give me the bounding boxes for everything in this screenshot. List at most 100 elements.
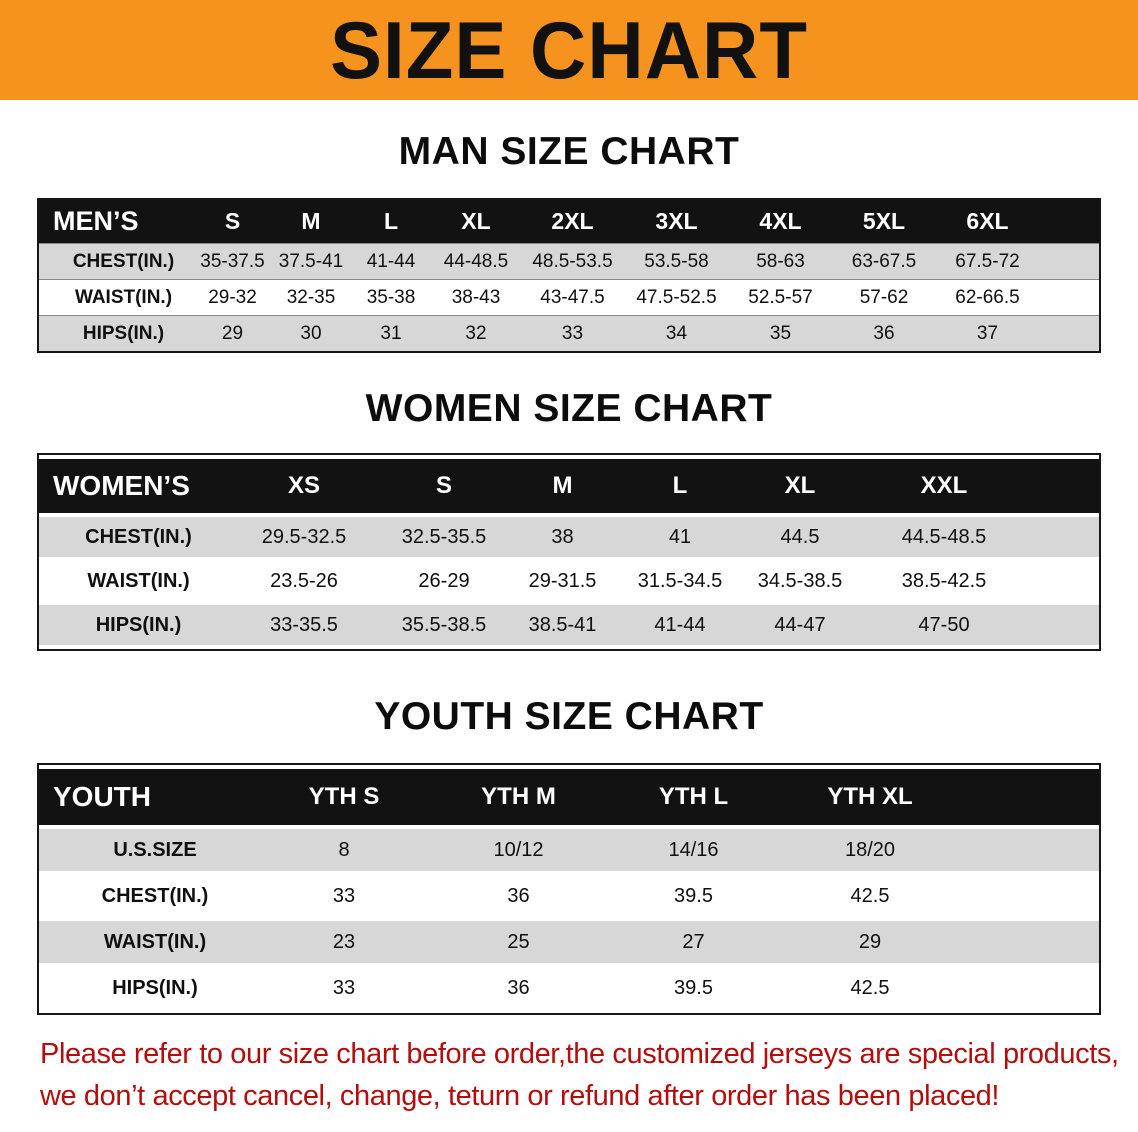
- spacer-cell: [959, 875, 1099, 917]
- size-value: 37: [936, 315, 1039, 351]
- row-label: HIPS(IN.): [39, 605, 224, 645]
- size-value: 48.5-53.5: [521, 243, 624, 280]
- row-label: HIPS(IN.): [39, 967, 257, 1009]
- size-value: 32: [431, 315, 521, 351]
- page-title: SIZE CHART: [330, 4, 808, 96]
- size-value: 44.5: [739, 517, 861, 557]
- size-value: 29.5-32.5: [224, 517, 384, 557]
- youth-table-title-cell: YOUTH: [39, 769, 257, 825]
- size-value: 29-31.5: [504, 561, 621, 601]
- size-value: 35: [729, 315, 832, 351]
- row-label: WAIST(IN.): [39, 921, 257, 963]
- size-value: 35-37.5: [194, 243, 271, 280]
- size-col-header-s: S: [194, 200, 271, 244]
- spacer-cell: [1039, 279, 1099, 316]
- women-table-header-row: WOMEN’S XS S M L XL XXL: [39, 459, 1099, 513]
- men-size-table-frame: MEN’S S M L XL 2XL 3XL 4XL 5XL 6XL CHEST…: [37, 198, 1101, 353]
- size-value: 42.5: [781, 967, 959, 1009]
- youth-size-table: YOUTH YTH S YTH M YTH L YTH XL U.S.SIZE …: [39, 765, 1099, 1013]
- size-value: 35.5-38.5: [384, 605, 504, 645]
- men-table-header-row: MEN’S S M L XL 2XL 3XL 4XL 5XL 6XL: [39, 200, 1099, 244]
- size-col-header-6xl: 6XL: [936, 200, 1039, 244]
- size-value: 14/16: [606, 829, 781, 871]
- size-value: 37.5-41: [271, 243, 351, 280]
- spacer-cell: [1027, 605, 1099, 645]
- size-value: 36: [431, 967, 606, 1009]
- spacer-cell: [959, 921, 1099, 963]
- size-col-header-s: S: [384, 459, 504, 513]
- size-value: 10/12: [431, 829, 606, 871]
- women-size-table-frame: WOMEN’S XS S M L XL XXL CHEST(IN.) 29.5-…: [37, 453, 1101, 651]
- size-value: 41-44: [621, 605, 739, 645]
- size-value: 44.5-48.5: [861, 517, 1027, 557]
- size-value: 52.5-57: [729, 279, 832, 316]
- youth-hips-row: HIPS(IN.) 33 36 39.5 42.5: [39, 967, 1099, 1009]
- size-col-header-yth-m: YTH M: [431, 769, 606, 825]
- spacer-cell: [1027, 561, 1099, 601]
- size-value: 67.5-72: [936, 243, 1039, 280]
- women-size-table: WOMEN’S XS S M L XL XXL CHEST(IN.) 29.5-…: [39, 455, 1099, 649]
- men-chest-row: CHEST(IN.) 35-37.5 37.5-41 41-44 44-48.5…: [39, 243, 1099, 280]
- row-label: WAIST(IN.): [39, 279, 194, 316]
- youth-size-table-frame: YOUTH YTH S YTH M YTH L YTH XL U.S.SIZE …: [37, 763, 1101, 1015]
- women-table-title-cell: WOMEN’S: [39, 459, 224, 513]
- size-col-header-xl: XL: [431, 200, 521, 244]
- banner: SIZE CHART: [0, 0, 1138, 100]
- men-hips-row: HIPS(IN.) 29 30 31 32 33 34 35 36 37: [39, 315, 1099, 351]
- youth-waist-row: WAIST(IN.) 23 25 27 29: [39, 921, 1099, 963]
- women-section-heading: WOMEN SIZE CHART: [365, 387, 773, 430]
- size-value: 29: [194, 315, 271, 351]
- spacer-cell: [1039, 315, 1099, 351]
- youth-table-header-row: YOUTH YTH S YTH M YTH L YTH XL: [39, 769, 1099, 825]
- spacer-cell: [959, 967, 1099, 1009]
- size-col-header-2xl: 2XL: [521, 200, 624, 244]
- men-section-heading: MAN SIZE CHART: [398, 130, 740, 173]
- women-waist-row: WAIST(IN.) 23.5-26 26-29 29-31.5 31.5-34…: [39, 561, 1099, 601]
- size-value: 44-47: [739, 605, 861, 645]
- size-value: 42.5: [781, 875, 959, 917]
- youth-us-size-row: U.S.SIZE 8 10/12 14/16 18/20: [39, 829, 1099, 871]
- size-value: 38-43: [431, 279, 521, 316]
- size-col-header-yth-s: YTH S: [257, 769, 431, 825]
- size-value: 33-35.5: [224, 605, 384, 645]
- size-value: 30: [271, 315, 351, 351]
- size-value: 53.5-58: [624, 243, 729, 280]
- size-value: 38.5-41: [504, 605, 621, 645]
- men-size-section: MAN SIZE CHART MEN’S S M L XL 2XL 3XL 4X…: [0, 100, 1138, 353]
- size-value: 47.5-52.5: [624, 279, 729, 316]
- size-value: 47-50: [861, 605, 1027, 645]
- spacer-cell: [1027, 459, 1099, 513]
- men-table-title-cell: MEN’S: [39, 200, 194, 244]
- footer-line-2: we don’t accept cancel, change, teturn o…: [40, 1080, 1000, 1113]
- size-value: 8: [257, 829, 431, 871]
- youth-size-section: YOUTH SIZE CHART YOUTH YTH S YTH M YTH L…: [0, 651, 1138, 1015]
- size-value: 25: [431, 921, 606, 963]
- footer-line-1: Please refer to our size chart before or…: [40, 1038, 1119, 1070]
- row-label: U.S.SIZE: [39, 829, 257, 871]
- row-label: CHEST(IN.): [39, 875, 257, 917]
- row-label: HIPS(IN.): [39, 315, 194, 351]
- size-value: 58-63: [729, 243, 832, 280]
- size-col-header-5xl: 5XL: [832, 200, 936, 244]
- size-value: 32-35: [271, 279, 351, 316]
- row-label: WAIST(IN.): [39, 561, 224, 601]
- size-value: 62-66.5: [936, 279, 1039, 316]
- size-value: 33: [257, 875, 431, 917]
- size-value: 41-44: [351, 243, 431, 280]
- size-col-header-xl: XL: [739, 459, 861, 513]
- spacer-cell: [1027, 517, 1099, 557]
- size-col-header-3xl: 3XL: [624, 200, 729, 244]
- size-col-header-4xl: 4XL: [729, 200, 832, 244]
- size-value: 18/20: [781, 829, 959, 871]
- size-value: 34.5-38.5: [739, 561, 861, 601]
- spacer-cell: [959, 769, 1099, 825]
- row-label: CHEST(IN.): [39, 517, 224, 557]
- size-col-header-m: M: [504, 459, 621, 513]
- size-value: 41: [621, 517, 739, 557]
- spacer-cell: [959, 829, 1099, 871]
- size-value: 63-67.5: [832, 243, 936, 280]
- spacer-cell: [1039, 200, 1099, 244]
- size-value: 29: [781, 921, 959, 963]
- size-value: 23: [257, 921, 431, 963]
- men-size-table: MEN’S S M L XL 2XL 3XL 4XL 5XL 6XL CHEST…: [39, 200, 1099, 351]
